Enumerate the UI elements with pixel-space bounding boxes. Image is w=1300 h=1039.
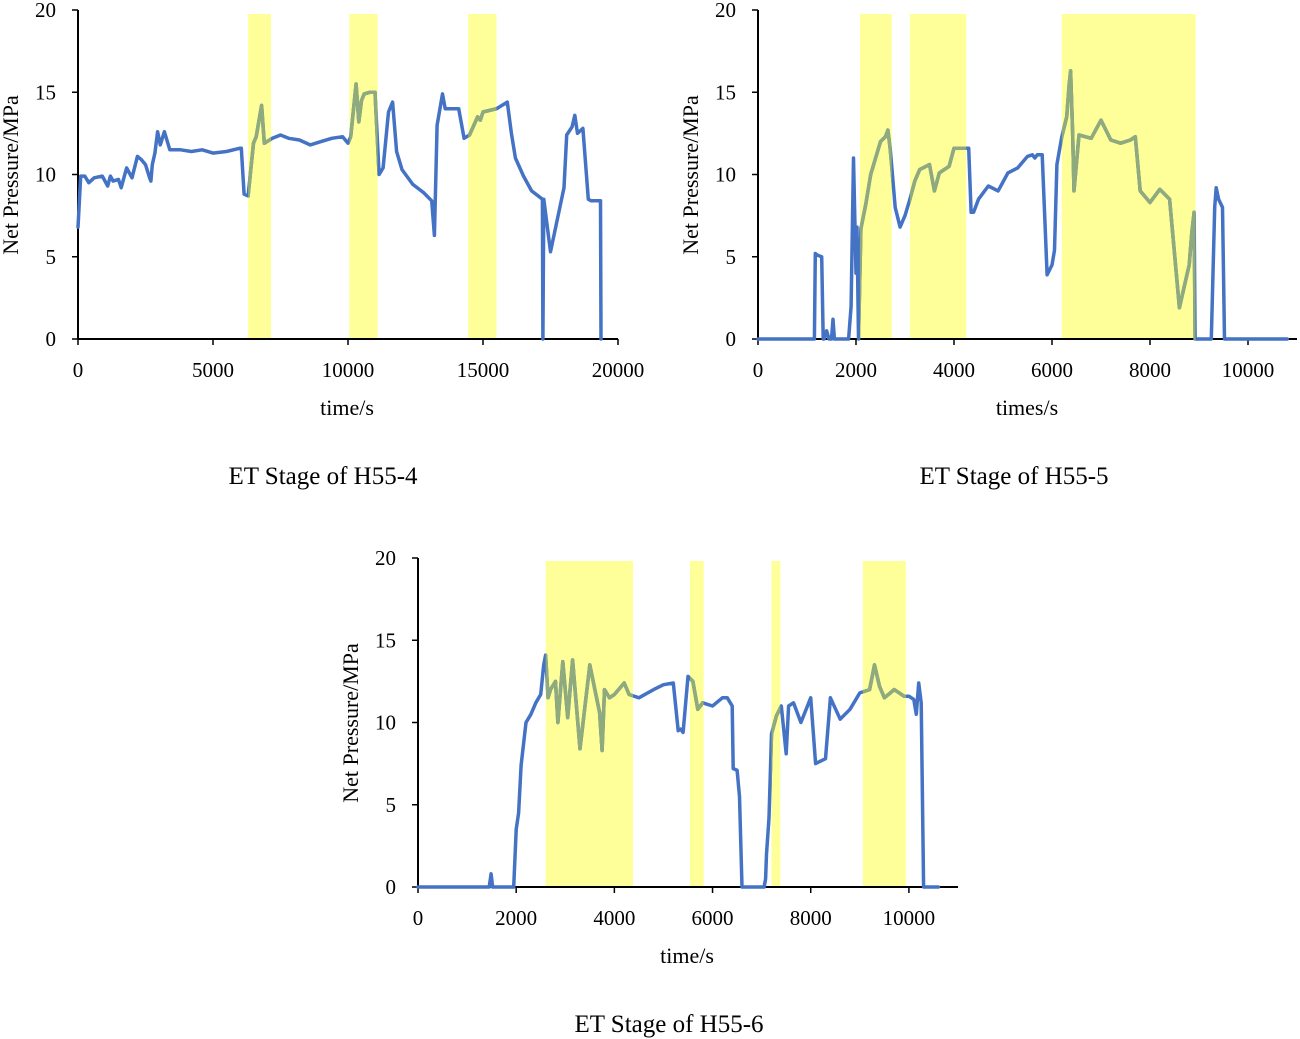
series bbox=[416, 653, 941, 889]
y-tick-label: 20 bbox=[35, 0, 56, 22]
y-tick-label: 20 bbox=[715, 0, 736, 22]
series bbox=[756, 69, 1289, 341]
series-line bbox=[76, 82, 603, 341]
x-tick-label: 0 bbox=[753, 358, 764, 382]
series-line bbox=[756, 69, 1289, 341]
x-tick-label: 2000 bbox=[835, 358, 877, 382]
x-tick-label: 8000 bbox=[1129, 358, 1171, 382]
chart-h55-5: 0 2000 4000 6000 8000 10000 0 5 10 15 20 times/s N… bbox=[678, 0, 1297, 490]
x-tick-label: 10000 bbox=[322, 358, 375, 382]
x-axis-title: time/s bbox=[320, 395, 374, 420]
x-tick-label: 0 bbox=[73, 358, 84, 382]
y-axis-title: Net Pressure/MPa bbox=[678, 95, 703, 255]
y-tick-label: 15 bbox=[715, 80, 736, 104]
highlight-bands bbox=[248, 14, 497, 339]
highlight-band bbox=[248, 14, 272, 339]
x-tick-label: 5000 bbox=[192, 358, 234, 382]
y-tick-label: 10 bbox=[375, 711, 396, 735]
highlight-bands bbox=[859, 14, 1196, 339]
axes: 0 5000 10000 15000 20000 0 5 10 15 20 bbox=[35, 0, 644, 382]
highlight-band bbox=[862, 561, 906, 887]
y-tick-label: 5 bbox=[46, 245, 57, 269]
y-tick-label: 20 bbox=[375, 546, 396, 570]
series-line-highlighted bbox=[248, 82, 497, 341]
y-tick-label: 0 bbox=[46, 327, 57, 351]
highlight-band bbox=[545, 561, 634, 887]
y-tick-label: 0 bbox=[386, 875, 397, 899]
chart-caption: ET Stage of H55-6 bbox=[574, 1011, 763, 1038]
chart-caption: ET Stage of H55-4 bbox=[228, 463, 418, 490]
series-line-highlighted bbox=[545, 653, 906, 889]
x-tick-label: 6000 bbox=[1031, 358, 1073, 382]
x-tick-label: 0 bbox=[413, 906, 424, 930]
chart-h55-6: 0 2000 4000 6000 8000 10000 0 5 10 15 20 time/s Ne… bbox=[338, 546, 958, 1038]
y-axis-title: Net Pressure/MPa bbox=[338, 643, 363, 803]
y-tick-label: 10 bbox=[35, 163, 56, 187]
highlight-band bbox=[859, 14, 892, 339]
x-axis-title: times/s bbox=[996, 395, 1058, 420]
y-tick-label: 10 bbox=[715, 163, 736, 187]
x-axis-title: time/s bbox=[660, 943, 714, 968]
x-tick-label: 6000 bbox=[692, 906, 734, 930]
x-tick-label: 15000 bbox=[457, 358, 510, 382]
x-tick-label: 10000 bbox=[883, 906, 936, 930]
y-tick-label: 5 bbox=[726, 245, 737, 269]
x-tick-label: 4000 bbox=[593, 906, 635, 930]
highlight-band bbox=[1061, 14, 1196, 339]
x-tick-label: 10000 bbox=[1222, 358, 1275, 382]
x-tick-label: 20000 bbox=[592, 358, 645, 382]
highlight-bands bbox=[545, 561, 906, 887]
highlight-band bbox=[349, 14, 378, 339]
y-axis-title: Net Pressure/MPa bbox=[0, 95, 23, 255]
y-tick-label: 0 bbox=[726, 327, 737, 351]
x-tick-label: 2000 bbox=[495, 906, 537, 930]
y-tick-label: 15 bbox=[375, 628, 396, 652]
series-line bbox=[416, 653, 941, 889]
highlight-band bbox=[689, 561, 704, 887]
chart-caption: ET Stage of H55-5 bbox=[919, 463, 1108, 490]
series-line-highlighted bbox=[859, 69, 1196, 341]
y-tick-label: 5 bbox=[386, 793, 397, 817]
axes: 0 2000 4000 6000 8000 10000 0 5 10 15 20 bbox=[715, 0, 1297, 382]
series bbox=[76, 82, 603, 341]
chart-h55-4: 0 5000 10000 15000 20000 0 5 10 15 20 time/s Net … bbox=[0, 0, 644, 490]
highlight-band bbox=[468, 14, 497, 339]
x-tick-label: 8000 bbox=[790, 906, 832, 930]
y-tick-label: 15 bbox=[35, 80, 56, 104]
x-tick-label: 4000 bbox=[933, 358, 975, 382]
